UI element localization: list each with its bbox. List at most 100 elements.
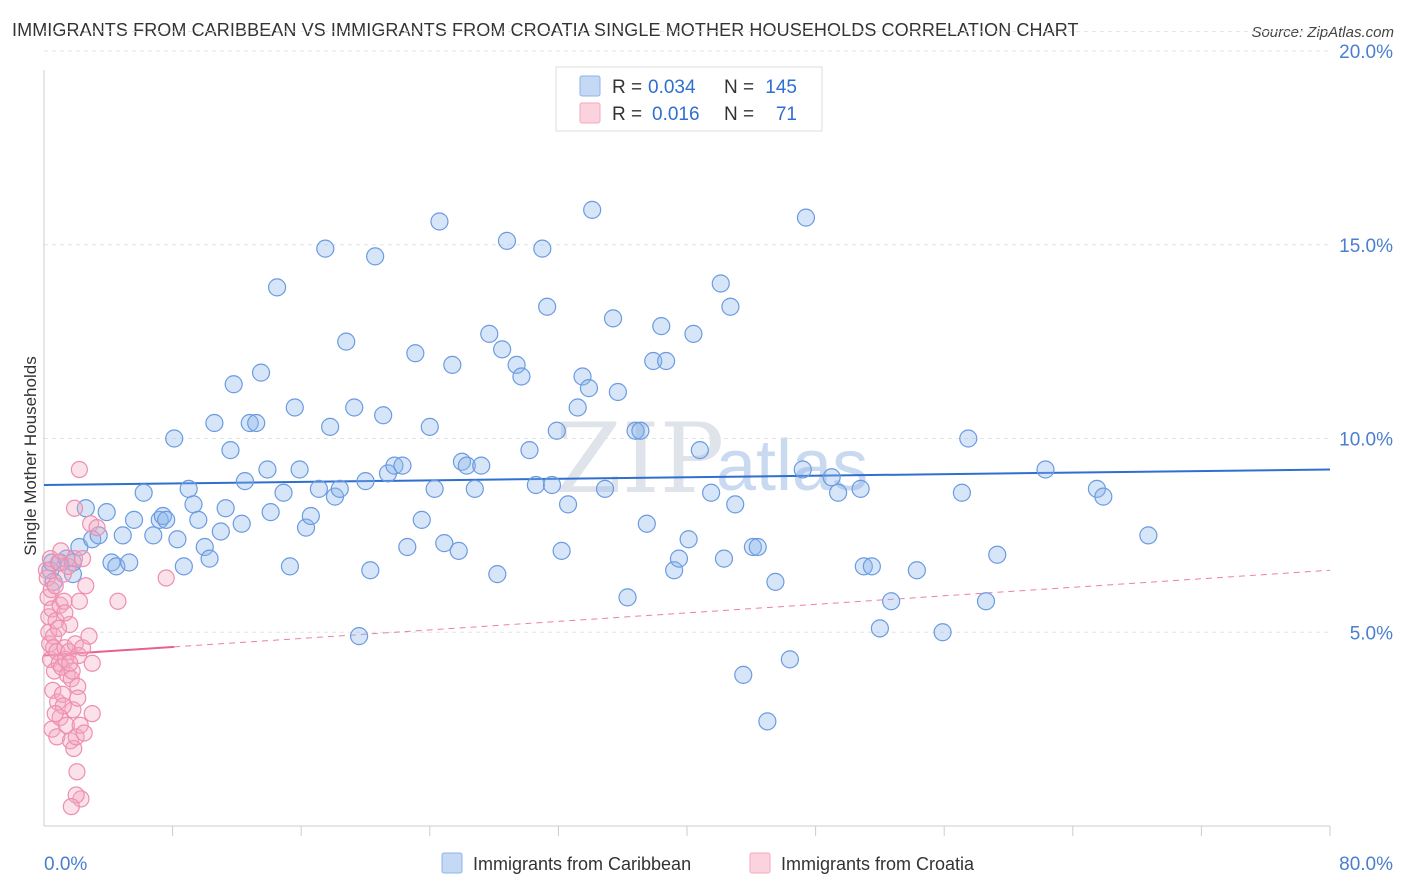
legend-r-label: R =	[612, 104, 642, 125]
x-ticks	[172, 826, 1331, 836]
data-point-caribbean	[393, 456, 412, 475]
data-point-caribbean	[330, 479, 349, 498]
data-point-caribbean	[1094, 487, 1113, 506]
data-point-caribbean	[631, 421, 650, 440]
data-point-caribbean	[862, 557, 881, 576]
data-point-caribbean	[542, 475, 562, 495]
data-point-caribbean	[144, 526, 163, 545]
legend-box: R = 0.034 N = 145 R = 0.016 N = 71	[555, 66, 823, 132]
data-point-caribbean	[538, 297, 557, 316]
data-point-caribbean	[558, 495, 578, 514]
data-point-caribbean	[443, 355, 462, 374]
data-point-croatia	[71, 716, 89, 734]
data-point-caribbean	[652, 317, 671, 336]
data-point-caribbean	[321, 417, 340, 436]
data-point-caribbean	[870, 619, 890, 638]
data-point-caribbean	[184, 495, 203, 514]
data-point-caribbean	[493, 340, 512, 359]
data-point-caribbean	[512, 367, 531, 386]
y-tick-label: 10.0%	[1339, 430, 1393, 451]
data-point-croatia	[69, 677, 87, 696]
data-point-caribbean	[157, 510, 176, 529]
data-point-croatia	[69, 689, 87, 707]
trend-line-croatia-extension	[174, 569, 1331, 648]
trend-lines	[43, 468, 1331, 657]
data-point-caribbean	[711, 274, 730, 293]
data-point-caribbean	[168, 530, 187, 549]
data-point-caribbean	[595, 479, 615, 498]
data-point-caribbean	[211, 522, 230, 541]
watermark-zip: ZIP	[555, 403, 724, 515]
data-point-caribbean	[235, 472, 255, 491]
y-tick-label: 5.0%	[1350, 623, 1393, 644]
trend-line-croatia	[43, 645, 175, 657]
legend-r-value-caribbean: 0.034	[648, 77, 696, 98]
data-point-caribbean	[261, 503, 280, 522]
data-point-caribbean	[120, 553, 139, 572]
data-point-caribbean	[290, 460, 309, 479]
data-point-caribbean	[497, 231, 517, 250]
data-point-caribbean	[793, 460, 812, 479]
data-point-caribbean	[480, 324, 499, 343]
data-point-caribbean	[472, 456, 491, 475]
data-point-caribbean	[224, 375, 243, 394]
data-point-caribbean	[280, 557, 300, 576]
data-point-caribbean	[721, 297, 740, 316]
data-point-caribbean	[221, 441, 240, 460]
data-point-caribbean	[507, 355, 526, 374]
data-point-caribbean	[684, 324, 703, 343]
data-point-croatia	[83, 705, 101, 723]
data-point-croatia	[157, 569, 175, 587]
data-point-caribbean	[526, 475, 545, 495]
data-point-caribbean	[179, 479, 198, 498]
data-point-croatia	[70, 460, 88, 479]
bottom-legend-label-caribbean: Immigrants from Caribbean	[473, 854, 691, 874]
data-point-caribbean	[748, 537, 767, 557]
y-axis-label: Single Mother Households	[21, 356, 40, 555]
bottom-legend: Immigrants from Caribbean Immigrants fro…	[441, 852, 975, 874]
data-point-caribbean	[488, 565, 507, 584]
data-point-caribbean	[669, 549, 689, 568]
data-point-caribbean	[374, 406, 393, 425]
data-point-caribbean	[552, 541, 571, 560]
data-point-caribbean	[743, 537, 763, 557]
data-point-caribbean	[361, 561, 380, 580]
data-point-croatia	[49, 619, 68, 637]
data-point-croatia	[52, 542, 70, 560]
bottom-legend-swatch-croatia	[749, 852, 771, 874]
data-point-caribbean	[366, 247, 385, 266]
legend-r-value-croatia: 0.016	[652, 104, 700, 125]
data-point-caribbean	[420, 417, 439, 436]
data-point-caribbean	[1036, 460, 1055, 479]
watermark: ZIP atlas	[555, 403, 868, 515]
data-point-caribbean	[240, 413, 259, 433]
data-point-croatia	[48, 728, 66, 746]
legend-swatch-croatia	[579, 102, 601, 124]
data-point-caribbean	[274, 483, 293, 502]
data-point-caribbean	[356, 472, 375, 491]
data-point-caribbean	[690, 441, 709, 460]
data-point-caribbean	[247, 413, 266, 433]
data-point-croatia	[70, 592, 88, 610]
data-point-caribbean	[644, 351, 663, 371]
data-point-caribbean	[547, 421, 566, 440]
trend-line-caribbean	[43, 468, 1331, 486]
data-point-caribbean	[205, 413, 224, 433]
data-point-caribbean	[829, 483, 848, 502]
data-point-caribbean	[758, 712, 777, 731]
data-point-croatia	[68, 763, 86, 781]
data-point-caribbean	[988, 545, 1007, 564]
data-point-caribbean	[406, 344, 425, 363]
data-point-caribbean	[345, 398, 364, 417]
legend-r-label: R =	[612, 77, 642, 98]
legend-swatch-caribbean	[579, 75, 601, 97]
data-point-caribbean	[568, 398, 587, 417]
data-point-caribbean	[626, 421, 645, 440]
y-tick-labels: 5.0% 10.0% 15.0% 20.0%	[1339, 42, 1393, 644]
data-point-caribbean	[637, 514, 656, 533]
data-point-croatia	[88, 519, 106, 537]
data-point-caribbean	[398, 537, 417, 557]
data-point-croatia	[109, 592, 127, 610]
data-point-caribbean	[465, 479, 484, 498]
